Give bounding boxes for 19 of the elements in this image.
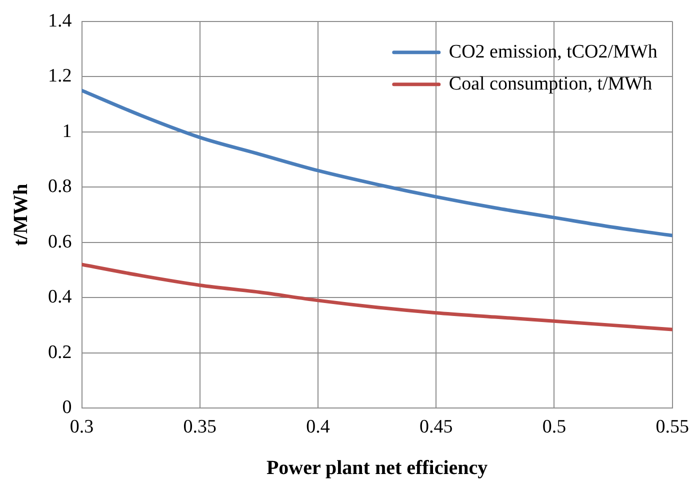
x-tick-label: 0.3 [70,416,94,438]
y-tick-label: 0.4 [48,286,72,308]
legend-label: CO2 emission, tCO2/MWh [448,41,658,62]
x-tick-label: 0.35 [183,416,216,438]
y-tick-label: 1 [62,120,72,142]
x-tick-label: 0.55 [656,416,689,438]
y-tick-label: 0.8 [48,176,72,198]
y-tick-label: 1.4 [48,10,72,32]
line-series [82,262,672,332]
legend-label: Coal consumption, t/MWh [448,73,653,94]
x-axis-title: Power plant net efficiency [266,457,488,480]
x-tick-label: 0.45 [420,416,453,438]
y-tick-label: 0.6 [48,231,72,252]
y-tick-label: 0.2 [48,342,72,363]
x-tick-label: 0.4 [306,416,330,438]
y-tick-label: 0 [62,397,72,418]
y-axis-title: t/MWh [10,184,32,246]
x-tick-label: 0.5 [542,416,566,438]
y-tick-label: 1.2 [48,66,72,87]
